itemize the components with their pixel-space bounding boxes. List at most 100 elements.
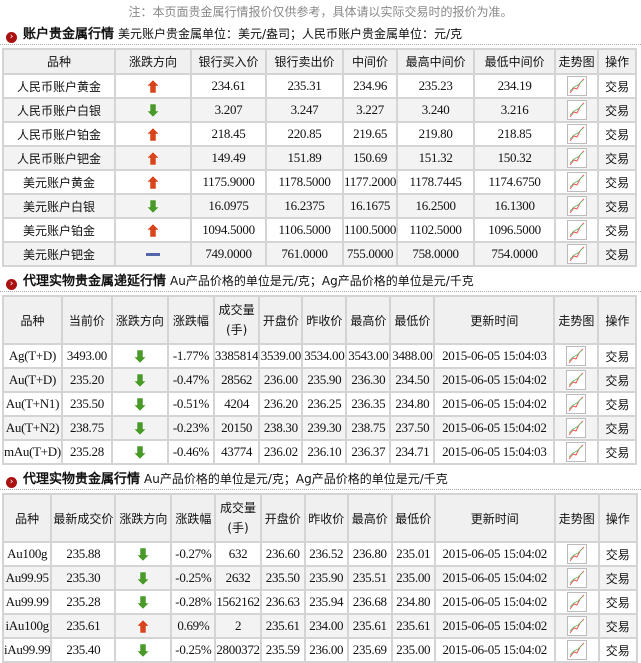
product-name: mAu(T+D) [2, 439, 63, 465]
product-name: 人民币账户白银 [2, 97, 116, 123]
value-cell: 2015-06-05 15:04:02 [433, 415, 556, 441]
trade-link[interactable]: 交易 [597, 121, 638, 147]
table-row: Au(T+D) 235.20 -0.47% 28562 236.00 235.90 236.… [2, 367, 638, 393]
arrow-down-icon [133, 444, 147, 460]
value-cell: -0.47% [166, 367, 215, 393]
product-name: Au(T+N2) [2, 415, 63, 441]
value-cell: 238.75 [345, 415, 392, 441]
trade-link[interactable]: 交易 [597, 391, 638, 417]
trend-chart-icon[interactable] [566, 544, 587, 564]
direction-cell [114, 193, 192, 219]
trend-chart-icon[interactable] [566, 370, 587, 390]
trend-chart-icon[interactable] [566, 592, 587, 612]
value-cell: 755.0000 [341, 241, 399, 267]
value-cell: 236.68 [346, 589, 393, 615]
trade-link[interactable]: 交易 [597, 343, 638, 369]
table-row: iAu100g 235.61 0.69% 2 235.61 234.00 235.61 235… [1, 613, 638, 639]
table-row: Au100g 235.88 -0.27% 632 236.60 236.52 236.80 2… [1, 541, 638, 567]
trend-chart-icon[interactable] [566, 124, 587, 144]
trade-link[interactable]: 交易 [597, 565, 638, 591]
trend-chart-icon[interactable] [566, 244, 587, 264]
table-row: 美元账户钯金 749.0000 761.0000 755.0000 758.0000 75… [2, 241, 638, 267]
column-header: 最新成交价 [50, 493, 117, 543]
trend-chart-icon[interactable] [566, 346, 587, 366]
value-cell: -0.25% [170, 565, 217, 591]
value-cell: 235.90 [303, 565, 349, 591]
section-title: 代理实物贵金属行情 [23, 472, 141, 487]
column-header: 中间价 [341, 48, 399, 75]
trade-link[interactable]: 交易 [597, 415, 638, 441]
value-cell: 1106.5000 [265, 217, 344, 243]
trend-chart-icon[interactable] [566, 568, 587, 588]
trade-link[interactable]: 交易 [597, 73, 638, 99]
column-header: 银行卖出价 [265, 48, 344, 75]
trend-chart-icon[interactable] [566, 442, 587, 462]
section-unit: 美元账户贵金属单位：美元/盎司；人民币账户贵金属单位：元/克 [118, 27, 463, 41]
value-cell: 1177.2000 [341, 169, 399, 195]
trend-chart-icon[interactable] [566, 616, 587, 636]
chart-cell [553, 613, 600, 639]
trade-link[interactable]: 交易 [597, 193, 638, 219]
value-cell: 235.61 [346, 613, 393, 639]
trend-chart-icon[interactable] [566, 76, 587, 96]
trend-chart-icon[interactable] [566, 196, 587, 216]
value-cell: 150.32 [473, 145, 557, 171]
header-row: 品种 涨跌方向 银行买入价 银行卖出价 中间价 最高中间价 最低中间价 走势图 操作 [2, 48, 638, 75]
section-header-physical: › 代理实物贵金属行情 Au产品价格的单位是元/克；Ag产品价格的单位是元/千克 [0, 469, 641, 490]
trade-link[interactable]: 交易 [597, 589, 638, 615]
trade-link[interactable]: 交易 [597, 217, 638, 243]
trade-link[interactable]: 交易 [597, 637, 638, 663]
direction-cell [114, 637, 173, 663]
value-cell: 3543.00 [345, 343, 392, 369]
direction-cell [110, 439, 169, 465]
trend-chart-icon[interactable] [566, 100, 587, 120]
product-name: iAu99.99 [1, 637, 53, 663]
bullet-icon: › [6, 477, 17, 488]
chart-cell [554, 145, 600, 171]
product-name: 美元账户黄金 [2, 169, 116, 195]
trade-link[interactable]: 交易 [597, 613, 638, 639]
value-cell: 1102.5000 [396, 217, 476, 243]
direction-cell [114, 97, 192, 123]
value-cell: 218.85 [473, 121, 557, 147]
table-row: 人民币账户白银 3.207 3.247 3.227 3.240 3.216 交易 [2, 97, 638, 123]
value-cell: -0.28% [170, 589, 217, 615]
value-cell: 235.50 [259, 565, 306, 591]
trend-chart-icon[interactable] [566, 394, 587, 414]
trend-chart-icon[interactable] [566, 172, 587, 192]
trade-link[interactable]: 交易 [597, 541, 638, 567]
column-header: 最低价 [389, 295, 436, 345]
value-cell: 3.247 [265, 97, 344, 123]
value-cell: 43774 [212, 439, 261, 465]
column-header: 走势图 [553, 493, 600, 543]
trend-chart-icon[interactable] [566, 148, 587, 168]
value-cell: 236.80 [346, 541, 393, 567]
value-cell: 1096.5000 [473, 217, 557, 243]
direction-cell [110, 391, 169, 417]
value-cell: 1100.5000 [341, 217, 399, 243]
value-cell: 1174.6750 [473, 169, 557, 195]
value-cell: 3534.00 [301, 343, 348, 369]
trend-chart-icon[interactable] [566, 220, 587, 240]
chart-cell [554, 241, 600, 267]
product-name: 美元账户白银 [2, 193, 116, 219]
trade-link[interactable]: 交易 [597, 439, 638, 465]
current-price: 235.28 [50, 589, 117, 615]
trade-link[interactable]: 交易 [597, 169, 638, 195]
trade-link[interactable]: 交易 [597, 367, 638, 393]
value-cell: 219.65 [341, 121, 399, 147]
trade-link[interactable]: 交易 [597, 97, 638, 123]
trend-chart-icon[interactable] [566, 640, 587, 660]
arrow-down-icon [146, 198, 160, 214]
trade-link[interactable]: 交易 [597, 145, 638, 171]
chart-cell [554, 169, 600, 195]
value-cell: 1562162 [214, 589, 262, 615]
header-row: 品种 最新成交价 涨跌方向 涨跌幅 成交量(手) 开盘价 昨收价 最高价 最低价 更新时间 走势图操… [1, 493, 638, 543]
value-cell: 3.216 [473, 97, 557, 123]
column-header: 开盘价 [259, 493, 306, 543]
direction-cell [114, 613, 173, 639]
chart-cell [553, 565, 600, 591]
direction-cell [114, 565, 173, 591]
trend-chart-icon[interactable] [566, 418, 587, 438]
trade-link[interactable]: 交易 [597, 241, 638, 267]
